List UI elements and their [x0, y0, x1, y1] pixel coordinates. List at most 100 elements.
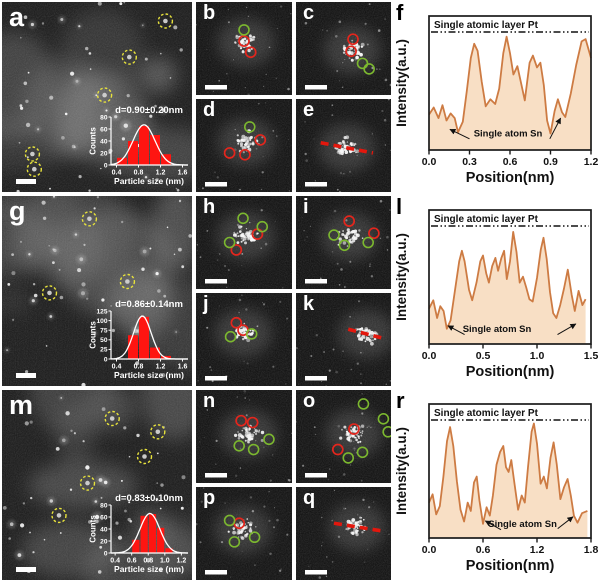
stem-closeup-q: q — [296, 487, 391, 580]
svg-text:0.0: 0.0 — [422, 350, 437, 362]
svg-text:25: 25 — [100, 347, 108, 354]
stem-image-canvas-d — [196, 99, 292, 192]
stem-image-canvas-a — [2, 2, 192, 192]
svg-text:0.0: 0.0 — [422, 544, 437, 556]
stem-image-canvas-e — [296, 99, 391, 192]
svg-text:0.0: 0.0 — [422, 156, 437, 168]
panel-label-q: q — [303, 487, 316, 509]
svg-text:1.2: 1.2 — [177, 558, 187, 565]
svg-text:0.8: 0.8 — [143, 558, 153, 565]
svg-text:0.4: 0.4 — [110, 558, 120, 565]
svg-text:0.8: 0.8 — [134, 170, 144, 177]
svg-text:100: 100 — [96, 318, 107, 325]
panel-label-p: p — [203, 487, 216, 509]
svg-text:1.2: 1.2 — [156, 170, 166, 177]
intensity-profile-chart-l: Single atomic layer Pt Single atom Sn 0.0 0… — [394, 209, 598, 380]
svg-text:Single atomic layer Pt: Single atomic layer Pt — [434, 214, 539, 225]
stem-image-canvas-h — [196, 196, 292, 289]
stem-closeup-j: j — [196, 293, 292, 386]
svg-text:1.2: 1.2 — [156, 364, 166, 371]
svg-text:60: 60 — [100, 126, 108, 133]
svg-text:1.2: 1.2 — [530, 544, 545, 556]
svg-text:60: 60 — [100, 514, 108, 521]
svg-text:125: 125 — [96, 308, 107, 315]
svg-text:Counts: Counts — [89, 515, 98, 543]
particle-size-histogram-g: d=0.86±0.14nm 0 25 50 75 100 125 0.4 0.8 1.2 1.6 Co… — [89, 299, 188, 380]
stem-image-canvas-o — [296, 390, 391, 483]
stem-image-canvas-i — [296, 196, 391, 289]
panel-label-c: c — [303, 2, 315, 24]
svg-text:Intensity(a.u.): Intensity(a.u.) — [394, 427, 409, 515]
panel-label-d: d — [203, 99, 216, 121]
svg-text:Counts: Counts — [89, 127, 98, 155]
svg-text:0.4: 0.4 — [112, 170, 122, 177]
stem-closeup-p: p — [196, 487, 292, 580]
intensity-profile-l: l Single atomic layer Pt Single atom Sn 0.… — [393, 196, 598, 386]
stem-overview-a: a d=0.90±0.20nm 0 20 40 60 80 0.4 0.8 1.2 1.6 Coun… — [2, 2, 192, 192]
stem-image-canvas-j — [196, 293, 292, 386]
panel-label-r: r — [396, 390, 405, 413]
svg-text:Particle size (nm): Particle size (nm) — [114, 176, 184, 186]
stem-overview-m: m d=0.83±0.10nm 0 20 40 60 80 0.4 0.6 0.8 1.0 1.2 C… — [2, 390, 192, 580]
svg-text:Position(nm): Position(nm) — [466, 364, 555, 380]
svg-text:Intensity(a.u.): Intensity(a.u.) — [394, 39, 409, 127]
svg-text:Single atomic layer Pt: Single atomic layer Pt — [434, 20, 539, 31]
particle-size-histogram-m: d=0.83±0.10nm 0 20 40 60 80 0.4 0.6 0.8 1.0 1.2 Cou… — [89, 493, 188, 574]
svg-text:40: 40 — [100, 138, 108, 145]
stem-image-canvas-k — [296, 293, 391, 386]
svg-text:0.8: 0.8 — [134, 364, 144, 371]
svg-text:Single atom Sn: Single atom Sn — [474, 128, 543, 139]
svg-text:40: 40 — [100, 526, 108, 533]
stem-overview-g: g d=0.86±0.14nm 0 25 50 75 100 125 0.4 0.8 1.2 1.6… — [2, 196, 192, 386]
svg-text:0: 0 — [104, 356, 108, 363]
svg-text:Single atom Sn: Single atom Sn — [463, 324, 532, 335]
stem-closeup-d: d — [196, 99, 292, 192]
svg-text:Position(nm): Position(nm) — [466, 558, 555, 574]
svg-text:Single atomic layer Pt: Single atomic layer Pt — [434, 408, 539, 419]
svg-text:0.9: 0.9 — [543, 156, 558, 168]
panel-label-a: a — [9, 2, 25, 32]
svg-text:0: 0 — [104, 550, 108, 557]
stem-closeup-k: k — [296, 293, 391, 386]
panel-label-i: i — [303, 196, 309, 218]
panel-label-e: e — [303, 99, 315, 121]
svg-text:0.6: 0.6 — [127, 558, 137, 565]
svg-text:20: 20 — [100, 538, 108, 545]
panel-label-l: l — [396, 196, 403, 219]
svg-text:0.4: 0.4 — [112, 364, 122, 371]
panel-label-b: b — [203, 2, 216, 24]
svg-text:0: 0 — [104, 162, 108, 169]
stem-image-canvas-c — [296, 2, 391, 95]
svg-text:1.8: 1.8 — [584, 544, 598, 556]
panel-label-f: f — [396, 2, 404, 25]
svg-text:1.6: 1.6 — [178, 364, 188, 371]
svg-text:1.6: 1.6 — [178, 170, 188, 177]
particle-size-histogram-a: d=0.90±0.20nm 0 20 40 60 80 0.4 0.8 1.2 1.6 Counts… — [89, 105, 188, 186]
svg-text:Counts: Counts — [89, 321, 98, 349]
stem-image-canvas-q — [296, 487, 391, 580]
panel-label-h: h — [203, 196, 216, 218]
panel-label-j: j — [203, 293, 209, 315]
svg-text:0.6: 0.6 — [503, 156, 518, 168]
stem-closeup-h: h — [196, 196, 292, 289]
stem-closeup-o: o — [296, 390, 391, 483]
stem-image-canvas-n — [196, 390, 292, 483]
svg-text:1.0: 1.0 — [530, 350, 545, 362]
panel-label-g: g — [9, 196, 26, 226]
svg-text:80: 80 — [100, 502, 108, 509]
svg-text:Intensity(a.u.): Intensity(a.u.) — [394, 233, 409, 321]
svg-text:20: 20 — [100, 150, 108, 157]
svg-text:Position(nm): Position(nm) — [466, 170, 555, 186]
svg-text:d=0.90±0.20nm: d=0.90±0.20nm — [115, 105, 183, 116]
svg-text:80: 80 — [100, 114, 108, 121]
intensity-profile-f: f Single atomic layer Pt Single atom Sn 0.… — [393, 2, 598, 192]
panel-label-k: k — [303, 293, 315, 315]
stem-image-canvas-p — [196, 487, 292, 580]
intensity-profile-chart-r: Single atomic layer Pt Single atom Sn 0.0 0… — [394, 403, 598, 574]
svg-text:50: 50 — [100, 337, 108, 344]
stem-image-canvas-b — [196, 2, 292, 95]
svg-text:Particle size (nm): Particle size (nm) — [114, 564, 184, 574]
svg-text:0.6: 0.6 — [476, 544, 491, 556]
intensity-profile-r: r Single atomic layer Pt Single atom Sn 0.… — [393, 390, 598, 580]
